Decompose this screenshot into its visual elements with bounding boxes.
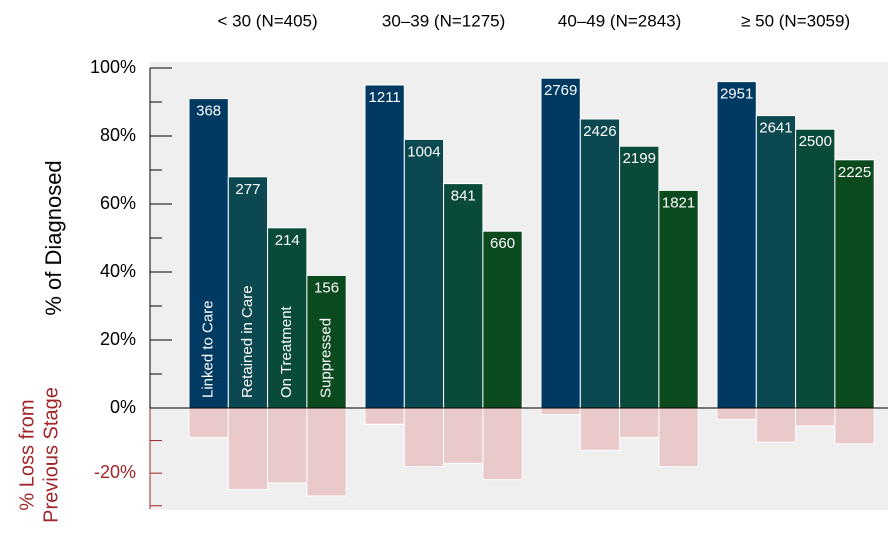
count-label: 214 <box>275 232 300 249</box>
bar <box>227 176 269 409</box>
loss-bar <box>658 407 699 468</box>
stage-label: Suppressed <box>318 318 335 398</box>
stage-label: Linked to Care <box>200 300 217 398</box>
y-tick-label: 100% <box>90 57 136 77</box>
y-tick-label: 0% <box>110 397 136 417</box>
y2-tick-label: -20% <box>94 462 136 482</box>
count-label: 1821 <box>662 194 695 211</box>
loss-bar <box>267 407 308 484</box>
count-label: 2769 <box>544 82 577 99</box>
loss-bar <box>619 407 660 438</box>
y-tick-label: 60% <box>100 193 136 213</box>
count-label: 1004 <box>407 143 440 160</box>
bar <box>579 118 621 409</box>
loss-bar <box>188 407 229 438</box>
loss-bar <box>579 407 621 451</box>
stage-label: Retained in Care <box>239 285 256 398</box>
loss-bar <box>443 407 484 464</box>
bar <box>755 115 797 409</box>
count-label: 841 <box>451 188 476 205</box>
count-label: 368 <box>196 103 221 120</box>
bar <box>267 227 308 409</box>
loss-bar <box>482 407 523 481</box>
loss-bar <box>403 407 445 468</box>
bar <box>795 128 836 409</box>
bar <box>482 230 523 409</box>
count-label: 156 <box>314 279 339 296</box>
group-label: ≥ 50 (N=3059) <box>741 11 850 30</box>
count-label: 277 <box>235 181 260 198</box>
y-tick-label: 40% <box>100 261 136 281</box>
group-label: < 30 (N=405) <box>218 11 318 30</box>
y-tick-label: 20% <box>100 329 136 349</box>
bar <box>403 138 445 409</box>
bar <box>188 98 229 409</box>
count-label: 2641 <box>759 120 792 137</box>
bar <box>540 77 581 409</box>
y-tick-label: 80% <box>100 125 136 145</box>
count-label: 1211 <box>369 89 401 106</box>
count-label: 660 <box>490 235 515 252</box>
count-label: 2951 <box>720 86 753 103</box>
bar <box>716 81 757 409</box>
bar <box>364 84 405 409</box>
loss-bar <box>716 407 757 420</box>
loss-bar <box>540 407 581 416</box>
loss-bar <box>306 407 347 497</box>
loss-bar <box>227 407 269 490</box>
count-label: 2199 <box>623 150 656 167</box>
loss-bar <box>795 407 836 427</box>
bar <box>443 183 484 409</box>
stage-label: On Treatment <box>278 305 295 398</box>
group-label: 30–39 (N=1275) <box>382 11 505 30</box>
loss-bar <box>834 407 875 445</box>
loss-bar <box>755 407 797 443</box>
bar <box>619 145 660 409</box>
count-label: 2500 <box>799 133 832 150</box>
group-label: 40–49 (N=2843) <box>558 11 681 30</box>
count-label: 2426 <box>583 123 616 140</box>
bar <box>658 189 699 409</box>
y2-axis-label: % Loss from <box>16 399 38 510</box>
loss-bar <box>364 407 405 425</box>
count-label: 2225 <box>838 164 871 181</box>
y-axis-label: % of Diagnosed <box>41 160 66 315</box>
y2-axis-label: Previous Stage <box>40 387 62 523</box>
bar <box>834 159 875 409</box>
